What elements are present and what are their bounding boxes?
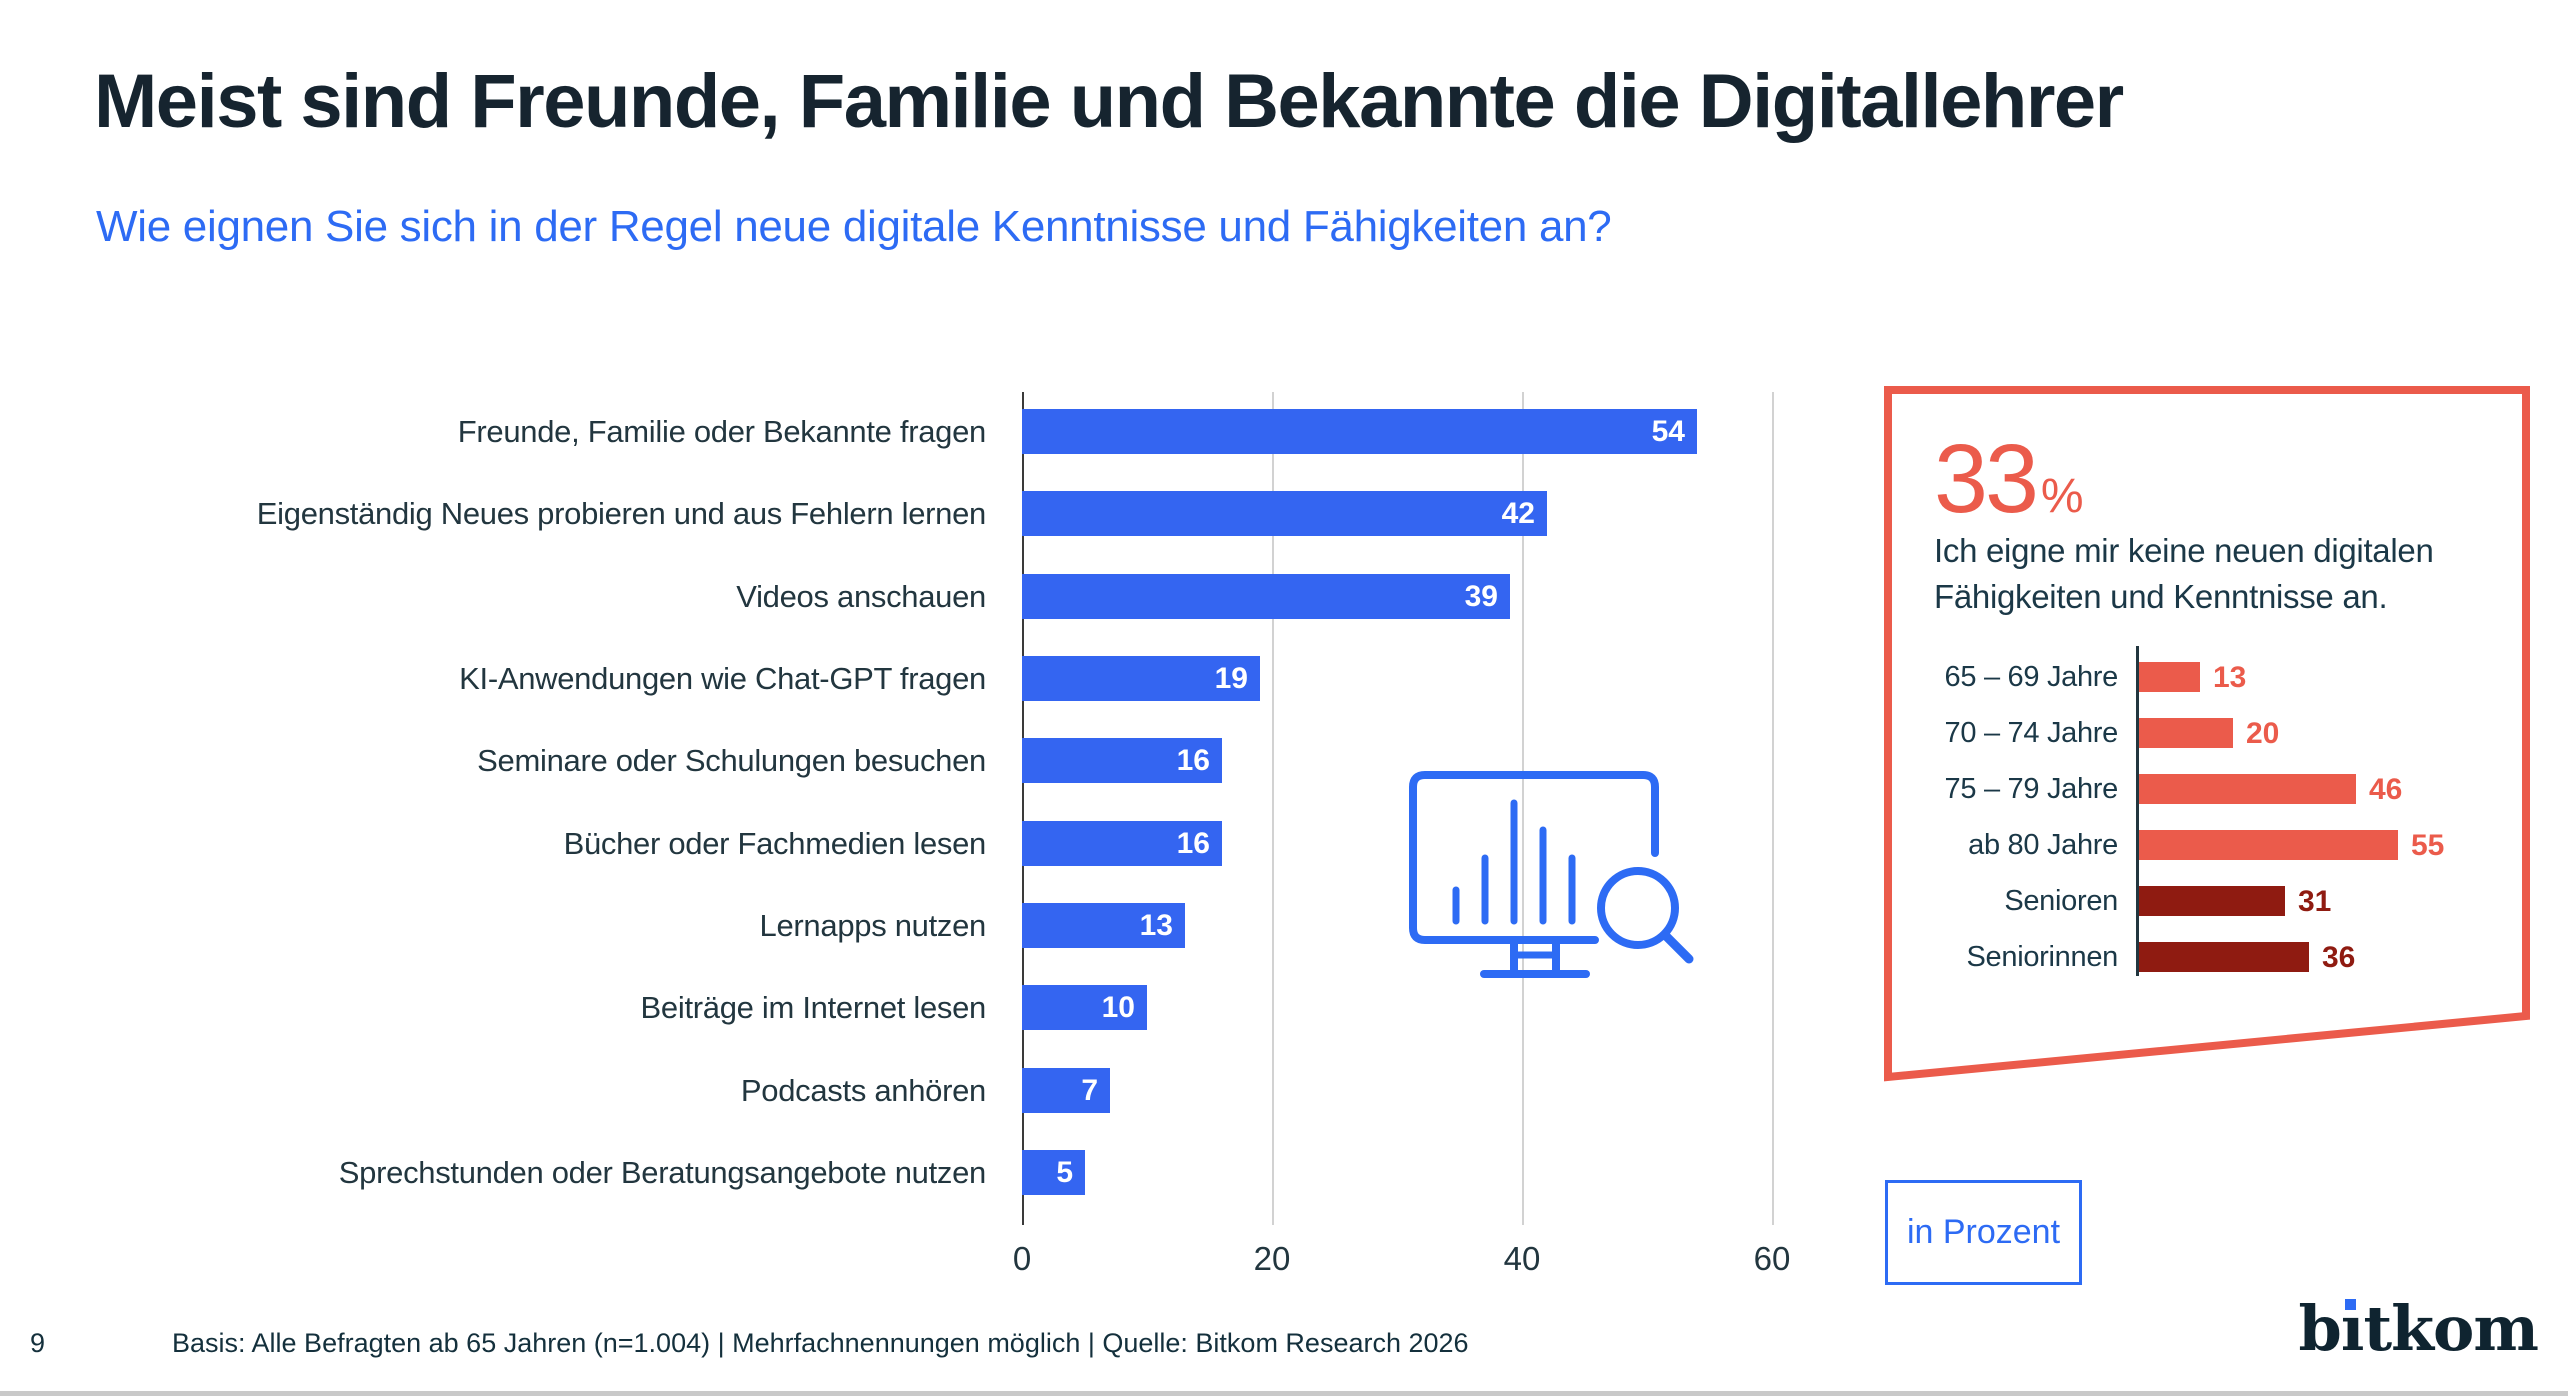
gridline-60: [1772, 392, 1774, 1225]
bar-value: 19: [1214, 662, 1248, 695]
age-bar: [2139, 942, 2309, 972]
age-label: Seniorinnen: [1966, 941, 2119, 973]
bar-label: Beiträge im Internet lesen: [640, 990, 987, 1025]
logo-i: ı: [2340, 1292, 2365, 1365]
age-label: 70 – 74 Jahre: [1944, 717, 2119, 749]
callout-stat-percent-sign: %: [2040, 470, 2084, 523]
bar: 39: [1022, 574, 1510, 619]
callout-text: Ich eigne mir keine neuen digitalen Fähig…: [1934, 528, 2434, 620]
bar: 5: [1022, 1150, 1085, 1195]
page-title: Meist sind Freunde, Familie und Bekannte…: [94, 59, 2124, 144]
bar-label: Freunde, Familie oder Bekannte fragen: [457, 414, 987, 449]
x-tick-0: 0: [1012, 1240, 1032, 1277]
bar-label: Sprechstunden oder Beratungsangebote nut…: [338, 1155, 987, 1190]
bar: 42: [1022, 491, 1547, 536]
age-value: 36: [2322, 941, 2356, 974]
magnifier-glyph: [1597, 867, 1694, 964]
bitkom-logo: bı tkom: [2298, 1292, 2539, 1365]
age-bar: [2139, 774, 2356, 804]
unit-badge-label: in Prozent: [1906, 1213, 2061, 1251]
bottom-edge-line: [0, 1391, 2568, 1396]
bar: 7: [1022, 1068, 1110, 1113]
bar-label: Lernapps nutzen: [759, 908, 987, 943]
bar-label: KI-Anwendungen wie Chat-GPT fragen: [459, 661, 986, 696]
bar: 10: [1022, 985, 1147, 1030]
callout-border: [1884, 386, 2530, 1082]
bar: 19: [1022, 656, 1260, 701]
bar-label: Eigenständig Neues probieren und aus Feh…: [256, 496, 987, 531]
x-tick-60: 60: [1753, 1240, 1791, 1277]
footer-note: Basis: Alle Befragten ab 65 Jahren (n=1.…: [172, 1328, 1469, 1358]
age-value: 46: [2369, 773, 2403, 806]
bar-value: 42: [1501, 497, 1535, 530]
monitor-search-icon: [1409, 771, 1694, 978]
page-subtitle: Wie eignen Sie sich in der Regel neue di…: [96, 202, 1612, 251]
age-label: Senioren: [2004, 885, 2118, 917]
axis-zero-line: [1022, 392, 1024, 1225]
bar-label: Bücher oder Fachmedien lesen: [563, 826, 987, 861]
logo-i-dot: [2344, 1299, 2356, 1310]
main-bar-chart: Freunde, Familie oder Bekannte fragen 54 E…: [96, 392, 1836, 1297]
gridline-40: [1522, 392, 1524, 1225]
bar: 16: [1022, 821, 1222, 866]
callout-stat: 33%: [1934, 430, 2084, 527]
bar: 13: [1022, 903, 1185, 948]
bar-label: Videos anschauen: [736, 579, 986, 614]
bar-label: Seminare oder Schulungen besuchen: [477, 743, 986, 778]
bar-label: Podcasts anhören: [740, 1073, 986, 1108]
age-label: 75 – 79 Jahre: [1944, 773, 2119, 805]
age-bar: [2139, 662, 2200, 692]
bar: 54: [1022, 409, 1697, 454]
monitor-stand: [1480, 936, 1590, 978]
callout-stat-number: 33: [1934, 424, 2039, 533]
age-label: ab 80 Jahre: [1968, 829, 2118, 861]
age-value: 20: [2246, 717, 2280, 750]
bar-value: 10: [1101, 991, 1135, 1024]
x-tick-20: 20: [1253, 1240, 1291, 1277]
gridline-20: [1272, 392, 1274, 1225]
callout-text-line-2: Fähigkeiten und Kenntnisse an.: [1934, 578, 2388, 615]
bar-value: 54: [1651, 415, 1685, 448]
bar: 16: [1022, 738, 1222, 783]
callout-box: 33% Ich eigne mir keine neuen digitalen F…: [1884, 386, 2534, 1086]
age-bar: [2139, 830, 2398, 860]
bar-value: 16: [1176, 827, 1210, 860]
age-chart-axis-line: [2136, 646, 2139, 976]
age-bar: [2139, 886, 2285, 916]
chart-columns-glyph: [1452, 799, 1576, 925]
monitor-outline: [1409, 771, 1659, 944]
callout-content: 33% Ich eigne mir keine neuen digitalen F…: [1884, 386, 2534, 1086]
bar-value: 13: [1139, 909, 1173, 942]
age-bar: [2139, 718, 2233, 748]
age-value: 55: [2411, 829, 2445, 862]
age-label: 65 – 69 Jahre: [1944, 661, 2119, 693]
age-value: 31: [2298, 885, 2332, 918]
callout-text-line-1: Ich eigne mir keine neuen digitalen: [1934, 532, 2434, 569]
x-tick-40: 40: [1503, 1240, 1541, 1277]
bar-value: 16: [1176, 744, 1210, 777]
bar-value: 39: [1464, 580, 1498, 613]
bar-value: 5: [1056, 1156, 1073, 1189]
age-value: 13: [2213, 661, 2247, 694]
page-number: 9: [30, 1328, 46, 1358]
bar-value: 7: [1081, 1074, 1098, 1107]
unit-badge: in Prozent: [1885, 1180, 2082, 1285]
